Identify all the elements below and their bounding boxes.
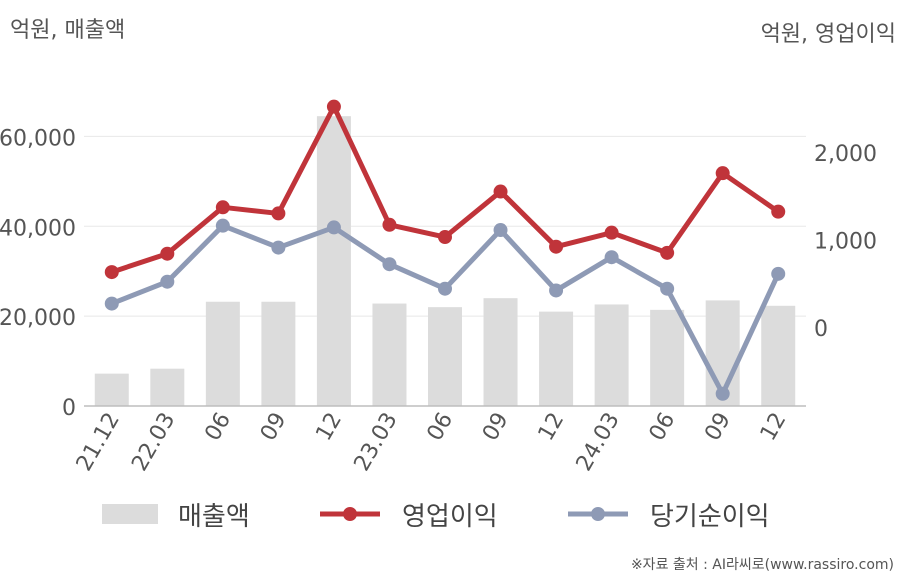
legend-item-revenue: 매출액 xyxy=(102,492,250,536)
operating-profit-point xyxy=(326,99,341,114)
revenue-bar xyxy=(594,304,629,406)
revenue-bar xyxy=(372,303,407,406)
legend-swatch-net-income xyxy=(568,507,628,521)
revenue-bar xyxy=(483,298,518,406)
net-income-point xyxy=(382,257,397,272)
net-income-point xyxy=(771,266,786,281)
legend-swatch-revenue xyxy=(102,504,158,524)
net-income-point xyxy=(715,386,730,401)
operating-profit-line xyxy=(109,104,781,275)
x-tick-label: 23.03 xyxy=(350,409,403,476)
right-tick-label: 2,000 xyxy=(814,142,877,167)
operating-profit-point xyxy=(604,225,619,240)
legend-item-net-income: 당기순이익 xyxy=(566,492,770,536)
left-tick-label: 40,000 xyxy=(0,216,76,241)
revenue-bar xyxy=(761,305,796,406)
net-income-point xyxy=(160,274,175,289)
operating-profit-point xyxy=(493,184,508,199)
left-tick-label: 0 xyxy=(62,396,76,421)
operating-profit-point xyxy=(771,204,786,219)
legend-label-net-income: 당기순이익 xyxy=(650,501,770,532)
revenue-bar xyxy=(94,373,129,406)
net-income-point xyxy=(438,281,452,296)
net-income-point xyxy=(549,283,564,298)
legend: 매출액 영업이익 당기순이익 xyxy=(0,492,908,536)
operating-profit-point xyxy=(549,239,564,254)
revenue-bar xyxy=(539,311,574,406)
net-income-point xyxy=(104,296,119,311)
x-tick-label: 06 xyxy=(423,409,459,446)
x-tick-label: 12 xyxy=(311,409,347,446)
legend-label-operating-profit: 영업이익 xyxy=(402,501,498,532)
x-tick-label: 06 xyxy=(200,409,236,446)
operating-profit-point xyxy=(715,166,730,181)
revenue-bar xyxy=(316,116,351,407)
legend-swatch-operating-profit xyxy=(320,507,380,521)
net-income-point xyxy=(604,250,619,265)
combo-chart: 0 20,000 40,000 60,000 0 1,000 2,000 21.12 22.03… xyxy=(0,99,877,476)
net-income-point xyxy=(271,240,286,255)
revenue-bar xyxy=(205,301,240,406)
operating-profit-point xyxy=(104,265,119,280)
left-tick-label: 20,000 xyxy=(0,306,76,331)
net-income-point xyxy=(215,218,230,233)
legend-item-operating-profit: 영업이익 xyxy=(318,492,498,536)
x-tick-label: 09 xyxy=(700,409,736,446)
operating-profit-point xyxy=(382,217,397,232)
left-tick-label: 60,000 xyxy=(0,126,76,151)
x-tick-label: 09 xyxy=(478,409,514,446)
revenue-bar xyxy=(261,301,296,406)
net-income-point xyxy=(326,220,341,235)
operating-profit-point xyxy=(271,206,286,221)
x-tick-label: 21.12 xyxy=(72,409,125,476)
right-axis-unit: 억원, 영업이익 xyxy=(760,22,896,47)
x-tick-label: 12 xyxy=(534,409,570,446)
right-tick-label: 0 xyxy=(814,317,828,342)
x-tick-label: 06 xyxy=(645,409,681,446)
net-income-point xyxy=(493,223,508,238)
x-tick-label: 12 xyxy=(756,409,792,446)
net-income-point xyxy=(660,281,675,296)
operating-profit-point xyxy=(438,230,452,245)
right-tick-label: 1,000 xyxy=(814,230,877,255)
left-axis-unit: 억원, 매출액 xyxy=(10,18,126,43)
legend-label-revenue: 매출액 xyxy=(178,501,250,532)
source-note: ※자료 출처 : AI라씨로(www.rassiro.com) xyxy=(630,557,894,573)
revenue-bar xyxy=(650,309,685,406)
x-tick-label: 24.03 xyxy=(572,409,625,476)
revenue-bar xyxy=(428,307,462,406)
revenue-bar xyxy=(150,368,185,406)
operating-profit-point xyxy=(215,200,230,215)
operating-profit-point xyxy=(160,246,175,261)
x-tick-label: 09 xyxy=(256,409,292,446)
operating-profit-point xyxy=(660,245,675,260)
x-tick-label: 22.03 xyxy=(127,409,180,476)
